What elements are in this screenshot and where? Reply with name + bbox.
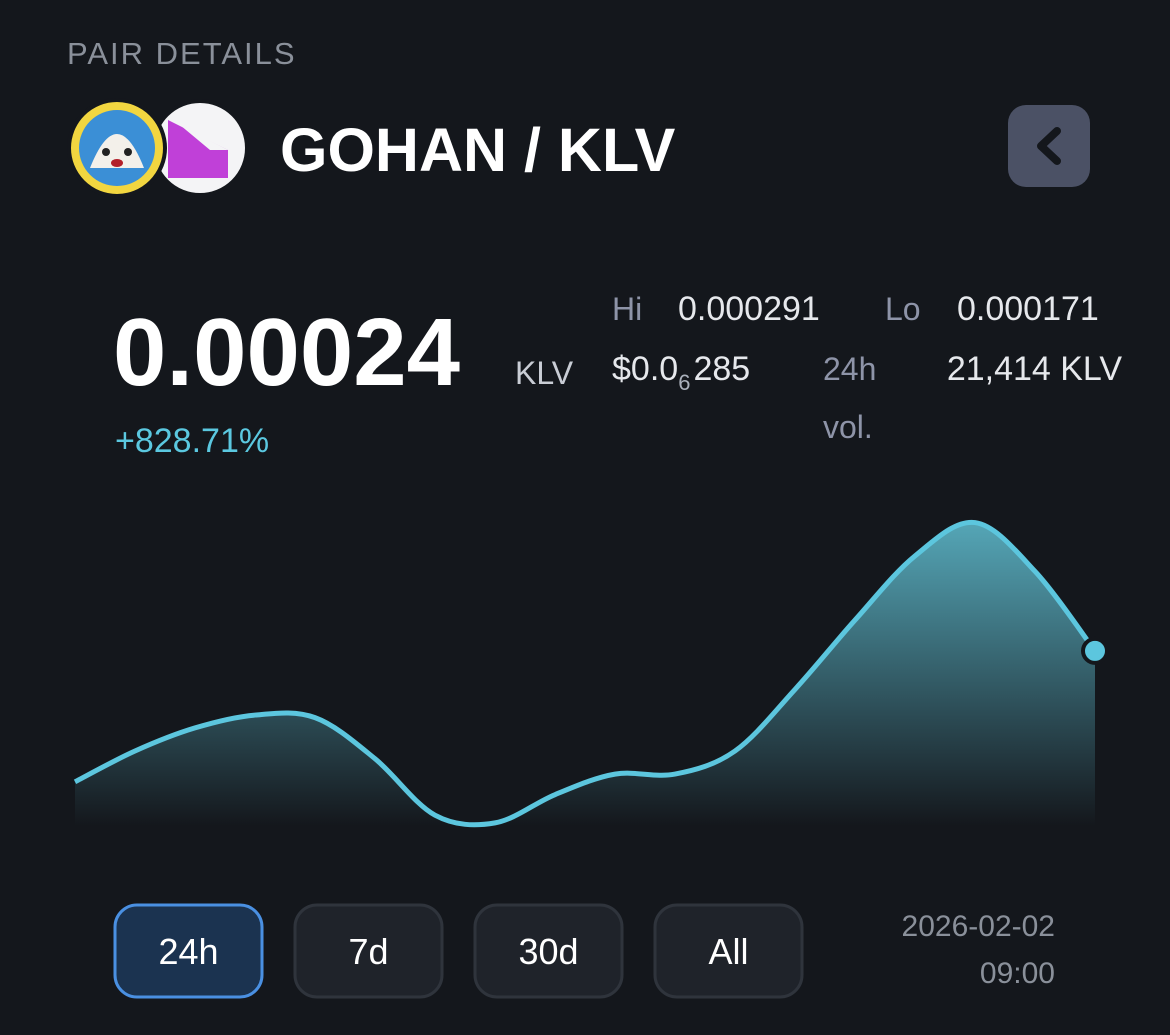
usd-price: $0.06285 [612, 350, 750, 395]
lo-label: Lo [885, 291, 921, 327]
area-fill [75, 522, 1095, 826]
token-icons [67, 98, 249, 198]
section-title: PAIR DETAILS [67, 36, 297, 71]
range-button[interactable]: All [653, 903, 804, 999]
usd-prefix: $0.0 [612, 350, 678, 388]
button-frame [113, 903, 264, 999]
button-label: All [708, 931, 748, 972]
current-point [1081, 636, 1109, 665]
range-button[interactable]: 7d [293, 903, 444, 999]
button-label: 7d [348, 931, 388, 972]
price-unit: KLV [515, 355, 574, 391]
button-frame [293, 903, 444, 999]
usd-digits: 285 [693, 350, 750, 388]
button-frame [653, 903, 804, 999]
button-label: 24h [158, 931, 218, 972]
price: 0.00024 [113, 299, 460, 406]
volume-label: vol. [823, 409, 873, 445]
hi-label: Hi [612, 291, 642, 327]
button-label: 30d [518, 931, 578, 972]
lo-value: 0.000171 [957, 290, 1099, 328]
button-frame [473, 903, 624, 999]
volume-value: 21,414 KLV [947, 350, 1123, 388]
timestamp-time: 09:00 [980, 957, 1055, 990]
price-line [73, 520, 1097, 828]
range-button[interactable]: 30d [473, 903, 624, 999]
price-change: +828.71% [115, 422, 269, 460]
range-buttons: 24h 7d 30d All [113, 903, 804, 999]
usd-zeros: 6 [678, 370, 690, 395]
volume-label: 24h [823, 351, 876, 387]
timestamp-date: 2026-02-02 [902, 910, 1055, 943]
hi-value: 0.000291 [678, 290, 820, 328]
back-button[interactable] [1008, 105, 1090, 187]
pair-name: GOHAN / KLV [280, 116, 676, 184]
price-chart [73, 520, 1109, 828]
range-button[interactable]: 24h [113, 903, 264, 999]
